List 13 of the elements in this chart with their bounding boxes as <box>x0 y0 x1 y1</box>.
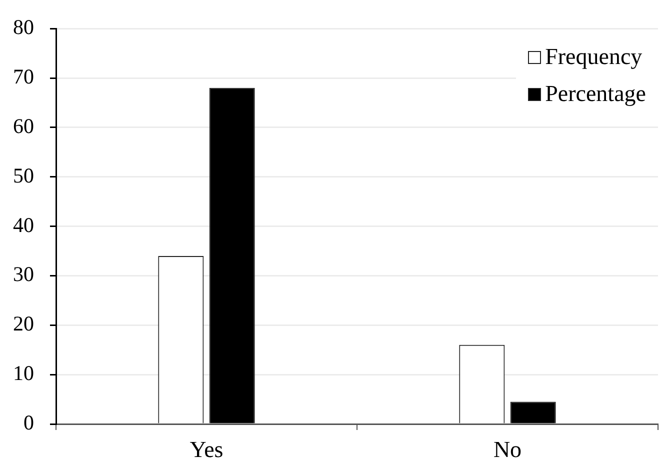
y-tick-label: 80 <box>13 15 34 40</box>
y-tick-label: 0 <box>24 410 34 435</box>
x-tick-label: No <box>493 436 522 461</box>
y-tick-label: 20 <box>13 312 34 336</box>
y-tick-label: 70 <box>13 64 34 89</box>
x-tick-label: Yes <box>190 436 224 461</box>
y-tick-label: 60 <box>13 114 34 138</box>
text: Frequency <box>545 44 642 70</box>
y-tick-label: 10 <box>13 361 34 386</box>
y-tick-label: 30 <box>13 262 34 286</box>
y-tick-label: 40 <box>13 212 34 237</box>
legend-label: Percentage <box>545 81 646 108</box>
y-tick-label: 50 <box>13 163 34 188</box>
